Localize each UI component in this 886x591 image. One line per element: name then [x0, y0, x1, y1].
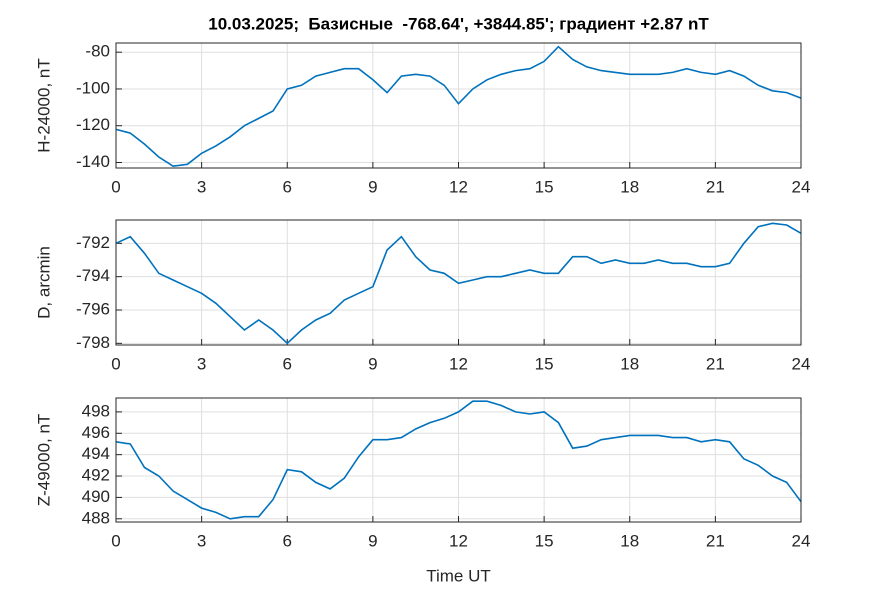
y-tick-label: -794 — [76, 266, 110, 285]
x-tick-label: 12 — [449, 177, 468, 196]
x-tick-label: 0 — [111, 354, 120, 373]
axes-box — [115, 219, 802, 346]
y-axis-label: H-24000, nT — [34, 58, 53, 153]
x-tick-label: 3 — [197, 354, 206, 373]
x-tick-label: 3 — [197, 531, 206, 550]
y-tick-label: 490 — [82, 487, 110, 506]
x-tick-label: 6 — [283, 177, 292, 196]
x-tick-label: 18 — [620, 177, 639, 196]
y-tick-label: 494 — [82, 444, 110, 463]
x-tick-label: 9 — [368, 177, 377, 196]
axes-box — [115, 42, 802, 169]
x-tick-label: 24 — [792, 531, 811, 550]
x-tick-label: 12 — [449, 531, 468, 550]
x-tick-label: 15 — [535, 354, 554, 373]
y-tick-label: -796 — [76, 299, 110, 318]
x-tick-label: 21 — [706, 354, 725, 373]
x-tick-label: 6 — [283, 354, 292, 373]
x-tick-label: 12 — [449, 354, 468, 373]
y-tick-label: 492 — [82, 466, 110, 485]
y-axis-label: D, arcmin — [34, 246, 53, 319]
axes-box — [115, 397, 802, 523]
x-tick-label: 24 — [792, 177, 811, 196]
y-tick-label: 488 — [82, 508, 110, 527]
y-tick-label: 498 — [82, 401, 110, 420]
y-tick-label: 496 — [82, 423, 110, 442]
x-tick-label: 0 — [111, 177, 120, 196]
x-axis-label: Time UT — [426, 566, 491, 585]
y-tick-label: -798 — [76, 333, 110, 352]
data-line — [115, 400, 802, 520]
y-tick-label: -80 — [85, 42, 110, 61]
x-tick-label: 15 — [535, 531, 554, 550]
data-line — [115, 45, 802, 168]
x-tick-label: 24 — [792, 354, 811, 373]
x-tick-label: 15 — [535, 177, 554, 196]
data-line — [115, 222, 802, 345]
y-tick-label: -140 — [76, 152, 110, 171]
y-axis-label: Z-49000, nT — [34, 414, 53, 507]
x-tick-label: 6 — [283, 531, 292, 550]
x-tick-label: 18 — [620, 354, 639, 373]
x-tick-label: 21 — [706, 531, 725, 550]
x-tick-label: 0 — [111, 531, 120, 550]
x-tick-label: 9 — [368, 354, 377, 373]
y-tick-label: -120 — [76, 115, 110, 134]
chart-title: 10.03.2025; Базисные -768.64', +3844.85'… — [208, 14, 709, 33]
y-tick-label: -792 — [76, 233, 110, 252]
x-tick-label: 3 — [197, 177, 206, 196]
x-tick-label: 9 — [368, 531, 377, 550]
x-tick-label: 18 — [620, 531, 639, 550]
x-tick-label: 21 — [706, 177, 725, 196]
y-tick-label: -100 — [76, 78, 110, 97]
